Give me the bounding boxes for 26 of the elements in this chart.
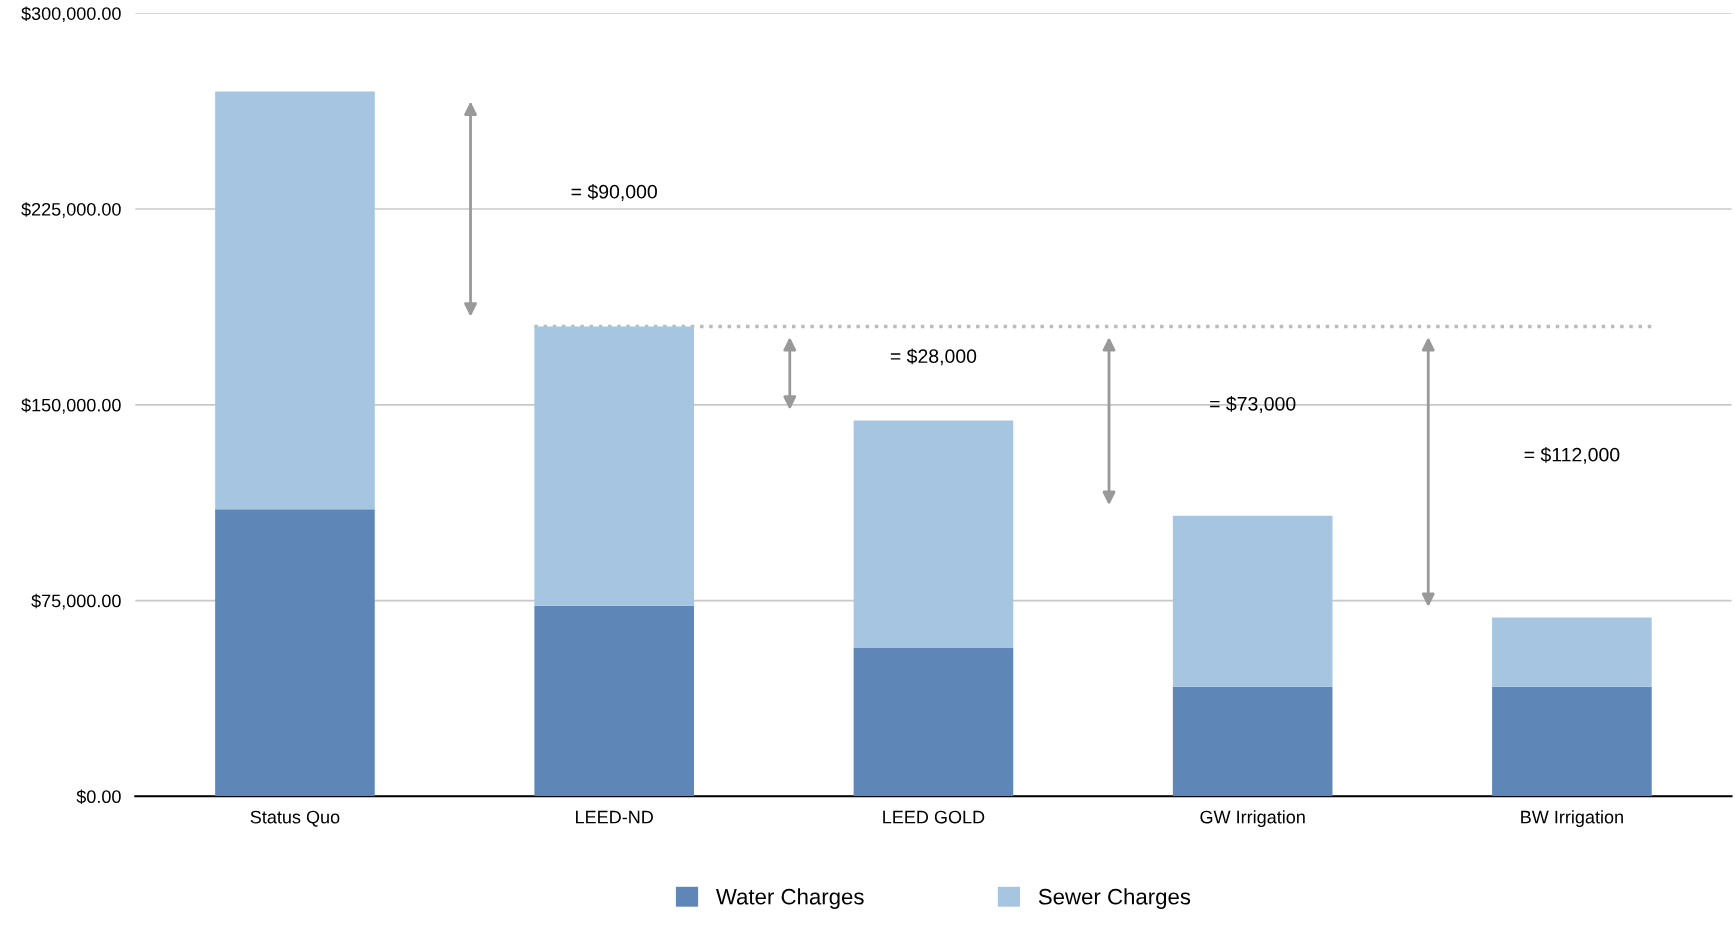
x-tick-label: BW Irrigation — [1521, 810, 1623, 828]
legend-label: Water Charges — [715, 888, 864, 909]
bar — [534, 326, 694, 606]
annotation: = $28,000 — [890, 348, 977, 366]
x-tick-label: Status Quo — [250, 810, 340, 827]
bar — [215, 91, 375, 510]
x-tick-label: LEED GOLD — [883, 810, 985, 824]
y-tick-label: $300,000.00 — [21, 6, 121, 23]
x-tick-label: GW Irrigation — [1200, 810, 1305, 828]
y-tick-label: $150,000.00 — [21, 397, 121, 414]
bar — [215, 509, 375, 797]
x-tick-label: LEED-ND — [576, 810, 653, 824]
bar — [853, 647, 1014, 797]
legend-label: Sewer Charges — [1038, 888, 1191, 909]
bar — [1172, 515, 1333, 687]
y-tick-label: $0.00 — [76, 789, 121, 805]
y-tick-label: $225,000.00 — [21, 202, 121, 218]
bar — [534, 605, 694, 797]
bar — [853, 420, 1014, 648]
bar — [1492, 686, 1652, 797]
annotation: = $73,000 — [1210, 396, 1296, 413]
bar — [1172, 686, 1333, 797]
bar — [1492, 617, 1652, 687]
annotation: = $112,000 — [1524, 446, 1620, 464]
annotation: = $90,000 — [571, 184, 657, 201]
y-tick-label: $75,000.00 — [31, 593, 121, 610]
